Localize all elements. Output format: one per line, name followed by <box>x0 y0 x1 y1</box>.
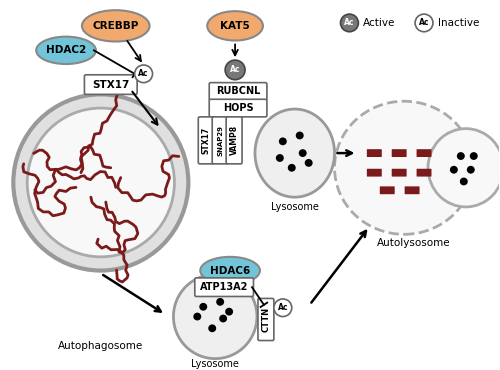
Circle shape <box>200 303 207 311</box>
FancyBboxPatch shape <box>209 83 267 100</box>
Text: Ac: Ac <box>230 65 240 74</box>
Text: Autolysosome: Autolysosome <box>378 238 451 248</box>
Text: SNAP29: SNAP29 <box>217 125 223 156</box>
Circle shape <box>467 166 474 174</box>
Circle shape <box>225 60 245 80</box>
FancyBboxPatch shape <box>367 149 382 157</box>
Circle shape <box>470 152 478 160</box>
FancyBboxPatch shape <box>209 99 267 117</box>
Text: STX17: STX17 <box>202 127 210 154</box>
FancyBboxPatch shape <box>367 169 382 176</box>
Circle shape <box>279 137 287 145</box>
Text: Active: Active <box>364 18 396 28</box>
Circle shape <box>194 313 202 320</box>
Ellipse shape <box>207 11 263 41</box>
Ellipse shape <box>428 129 500 207</box>
Ellipse shape <box>200 257 260 284</box>
Circle shape <box>225 308 233 316</box>
FancyBboxPatch shape <box>258 299 274 340</box>
Text: Ac: Ac <box>138 69 149 78</box>
FancyBboxPatch shape <box>404 186 419 194</box>
Circle shape <box>415 14 433 32</box>
FancyBboxPatch shape <box>416 169 432 176</box>
FancyBboxPatch shape <box>84 75 137 94</box>
Text: RUBCNL: RUBCNL <box>216 87 260 97</box>
Text: HDAC6: HDAC6 <box>210 266 250 276</box>
Ellipse shape <box>82 10 150 41</box>
FancyBboxPatch shape <box>212 117 228 164</box>
Circle shape <box>296 132 304 139</box>
Text: Lysosome: Lysosome <box>192 359 239 370</box>
FancyBboxPatch shape <box>392 169 406 176</box>
Text: Ac: Ac <box>278 303 288 312</box>
Text: CTTN: CTTN <box>262 307 270 332</box>
Text: Ac: Ac <box>419 18 430 27</box>
Ellipse shape <box>334 101 474 234</box>
Text: Autophagosome: Autophagosome <box>58 341 144 351</box>
Text: Ac: Ac <box>344 18 354 27</box>
Ellipse shape <box>174 275 257 359</box>
Text: KAT5: KAT5 <box>220 21 250 31</box>
Text: Lysosome: Lysosome <box>271 202 318 212</box>
Circle shape <box>298 149 306 157</box>
FancyBboxPatch shape <box>195 278 254 296</box>
Text: ATP13A2: ATP13A2 <box>200 282 248 292</box>
FancyBboxPatch shape <box>380 186 394 194</box>
Circle shape <box>219 314 227 322</box>
Text: STX17: STX17 <box>92 80 130 90</box>
Circle shape <box>276 154 284 162</box>
Circle shape <box>134 65 152 83</box>
Ellipse shape <box>36 37 96 64</box>
Circle shape <box>208 324 216 332</box>
Circle shape <box>274 299 292 317</box>
Circle shape <box>340 14 358 32</box>
Text: VAMP8: VAMP8 <box>230 125 238 155</box>
Text: Inactive: Inactive <box>438 18 480 28</box>
Text: HDAC2: HDAC2 <box>46 46 86 56</box>
Ellipse shape <box>27 108 174 257</box>
Ellipse shape <box>255 109 334 197</box>
FancyBboxPatch shape <box>226 117 242 164</box>
FancyBboxPatch shape <box>198 117 214 164</box>
Circle shape <box>304 159 312 167</box>
Circle shape <box>216 298 224 306</box>
Circle shape <box>460 178 468 185</box>
FancyBboxPatch shape <box>416 149 432 157</box>
Circle shape <box>450 166 458 174</box>
Ellipse shape <box>14 94 188 270</box>
Text: CREBBP: CREBBP <box>92 21 139 31</box>
Circle shape <box>288 164 296 172</box>
Circle shape <box>457 152 465 160</box>
FancyBboxPatch shape <box>392 149 406 157</box>
Text: HOPS: HOPS <box>223 103 254 113</box>
